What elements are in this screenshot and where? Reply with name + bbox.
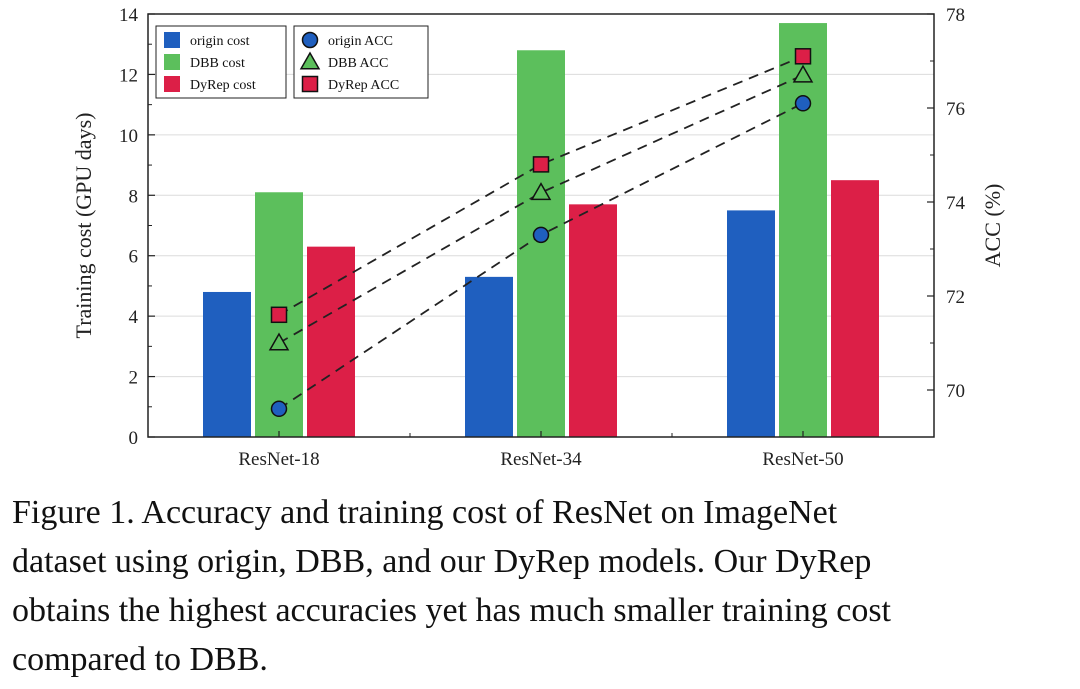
x-tick-label: ResNet-34	[500, 449, 582, 470]
marker-dyrep-acc	[794, 48, 812, 65]
y2-axis-label: ACC (%)	[980, 184, 1005, 268]
legend-swatch	[164, 54, 180, 70]
bars	[203, 23, 879, 438]
legend-marker	[301, 75, 319, 93]
legend-swatch	[164, 32, 180, 48]
y2-tick-label: 72	[946, 287, 965, 308]
bar-dbb-cost	[779, 23, 827, 438]
caption-line-4: compared to DBB.	[12, 641, 268, 678]
y2-tick-label: 70	[946, 381, 965, 402]
marker-dyrep-acc	[270, 306, 288, 324]
legend-label: DBB ACC	[328, 56, 388, 71]
caption-line-1: Figure 1. Accuracy and training cost of …	[12, 494, 838, 531]
acc-markers	[268, 48, 814, 418]
marker-dbb-acc	[268, 332, 290, 351]
legend-label: DyRep cost	[190, 78, 256, 93]
bar-origin-cost	[465, 276, 513, 437]
marker-dbb-acc	[530, 182, 552, 201]
y-tick-label: 12	[119, 65, 138, 86]
y-tick-label: 8	[129, 186, 139, 207]
y-axis-label: Training cost (GPU days)	[71, 113, 96, 339]
y-tick-label: 10	[119, 126, 138, 147]
y2-axis-ticks: 70 72 74 76 78	[927, 5, 966, 402]
x-tick-label: ResNet-18	[238, 449, 319, 470]
legend-marker	[301, 31, 319, 49]
y-tick-label: 4	[129, 307, 139, 328]
legend-label: DBB cost	[190, 56, 245, 71]
y-tick-label: 14	[119, 5, 139, 26]
line-dbb-acc	[278, 74, 804, 344]
y-tick-label: 6	[129, 247, 139, 268]
y-tick-label: 2	[129, 368, 139, 389]
y2-tick-label: 76	[946, 99, 965, 120]
legend-swatch	[164, 76, 180, 92]
bar-dyrep-cost	[569, 204, 617, 437]
marker-origin-acc	[532, 226, 550, 244]
legend: origin cost DBB cost DyRep cost origin ACC D…	[155, 25, 429, 99]
y2-tick-label: 74	[946, 193, 966, 214]
bar-dbb-cost	[517, 50, 565, 437]
x-axis-ticks: ResNet-18 ResNet-34 ResNet-50	[238, 431, 844, 470]
y-tick-label: 0	[129, 428, 139, 449]
y-axis-ticks: 0 2 4 6 8 10 12 14	[119, 5, 155, 449]
figure-caption: Figure 1. Accuracy and training cost of …	[12, 488, 1068, 684]
legend-label: origin ACC	[328, 34, 393, 49]
legend-label: origin cost	[190, 34, 250, 49]
bar-dyrep-cost	[831, 180, 879, 437]
marker-dyrep-acc	[532, 156, 550, 173]
bar-dyrep-cost	[307, 246, 355, 437]
legend-label: DyRep ACC	[328, 78, 399, 93]
marker-origin-acc	[794, 95, 812, 112]
marker-dbb-acc	[792, 64, 814, 83]
caption-line-2: dataset using origin, DBB, and our DyRep…	[12, 543, 872, 580]
caption-line-3: obtains the highest accuracies yet has m…	[12, 592, 892, 629]
marker-origin-acc	[270, 400, 288, 418]
bar-origin-cost	[203, 291, 251, 437]
x-tick-label: ResNet-50	[762, 449, 843, 470]
chart: 0 2 4 6 8 10 12 14 70 72 74 76 78 ResNet-18 ResNet-3…	[71, 5, 1005, 470]
y2-tick-label: 78	[946, 5, 965, 26]
bar-origin-cost	[727, 210, 775, 437]
legend-marker	[299, 51, 321, 70]
